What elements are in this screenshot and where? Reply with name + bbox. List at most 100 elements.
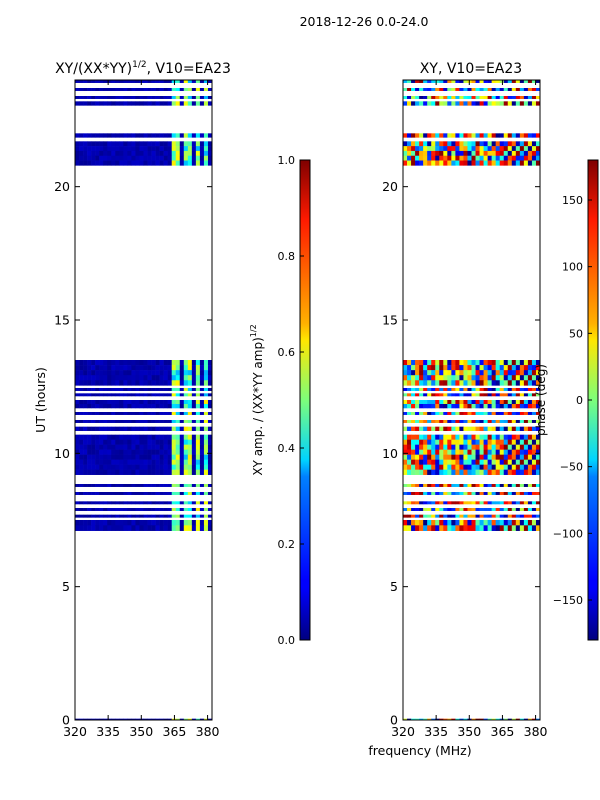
heatmap-cell bbox=[487, 365, 492, 371]
heatmap-cell bbox=[159, 160, 164, 166]
heatmap-cell bbox=[535, 150, 541, 157]
heatmap-cell bbox=[435, 370, 440, 376]
heatmap-cell bbox=[459, 434, 464, 440]
heatmap-cell bbox=[87, 388, 92, 391]
heatmap-cell bbox=[115, 133, 120, 138]
heatmap-cell bbox=[183, 412, 189, 415]
heatmap-cell bbox=[411, 525, 416, 531]
heatmap-cell bbox=[419, 388, 424, 391]
heatmap-cell bbox=[455, 492, 460, 495]
heatmap-cell bbox=[431, 404, 436, 409]
heatmap-cell bbox=[163, 141, 168, 147]
heatmap-cell bbox=[179, 484, 185, 487]
heatmap-cell bbox=[499, 412, 505, 415]
heatmap-cell bbox=[123, 160, 128, 166]
heatmap-cell bbox=[143, 375, 148, 381]
heatmap-cell bbox=[75, 420, 80, 423]
heatmap-cell bbox=[207, 426, 213, 431]
heatmap-cell bbox=[535, 464, 541, 470]
heatmap-cell bbox=[451, 449, 456, 455]
heatmap-cell bbox=[131, 501, 136, 505]
heatmap-cell bbox=[167, 454, 173, 460]
y-tick-label: 0 bbox=[390, 713, 398, 728]
heatmap-cell bbox=[123, 96, 128, 99]
heatmap-cell bbox=[527, 370, 533, 376]
heatmap-cell bbox=[131, 380, 136, 386]
heatmap-cell bbox=[515, 380, 521, 386]
heatmap-cell bbox=[507, 464, 513, 470]
heatmap-cell bbox=[403, 412, 408, 415]
heatmap-cell bbox=[523, 420, 529, 423]
heatmap-cell bbox=[515, 375, 521, 381]
heatmap-cell bbox=[419, 160, 424, 166]
heatmap-cell bbox=[443, 141, 448, 147]
heatmap-cell bbox=[503, 464, 509, 470]
heatmap-cell bbox=[495, 96, 501, 99]
heatmap-cell bbox=[471, 146, 476, 152]
heatmap-cell bbox=[411, 360, 416, 366]
heatmap-cell bbox=[91, 464, 96, 470]
heatmap-cell bbox=[439, 88, 444, 91]
heatmap-cell bbox=[467, 370, 472, 376]
heatmap-cell bbox=[191, 434, 197, 440]
heatmap-cell bbox=[143, 469, 148, 475]
heatmap-cell bbox=[459, 449, 464, 455]
heatmap-cell bbox=[187, 146, 193, 152]
heatmap-cell bbox=[87, 370, 92, 376]
heatmap-cell bbox=[511, 404, 517, 409]
heatmap-cell bbox=[479, 365, 484, 371]
heatmap-cell bbox=[75, 96, 80, 99]
heatmap-cell bbox=[507, 370, 513, 376]
heatmap-cell bbox=[499, 375, 505, 381]
heatmap-cell bbox=[167, 150, 173, 157]
heatmap-cell bbox=[135, 514, 140, 518]
heatmap-cell bbox=[475, 412, 480, 415]
heatmap-cell bbox=[415, 501, 420, 505]
heatmap-cell bbox=[207, 365, 213, 371]
heatmap-cell bbox=[483, 525, 488, 531]
heatmap-cell bbox=[531, 449, 537, 455]
heatmap-cell bbox=[443, 420, 448, 423]
heatmap-cell bbox=[167, 501, 173, 505]
heatmap-cell bbox=[79, 484, 84, 487]
heatmap-cell bbox=[195, 155, 201, 161]
heatmap-cell bbox=[435, 514, 440, 518]
heatmap-cell bbox=[487, 412, 492, 415]
heatmap-cell bbox=[79, 501, 84, 505]
heatmap-cell bbox=[411, 393, 416, 397]
heatmap-cell bbox=[411, 375, 416, 381]
heatmap-cell bbox=[455, 718, 460, 721]
heatmap-cell bbox=[535, 375, 541, 381]
heatmap-cell bbox=[519, 133, 525, 138]
heatmap-cell bbox=[119, 393, 124, 397]
heatmap-cell bbox=[123, 492, 128, 495]
heatmap-cell bbox=[199, 412, 205, 415]
heatmap-cell bbox=[159, 388, 164, 391]
heatmap-cell bbox=[439, 150, 444, 157]
heatmap-cell bbox=[511, 146, 517, 152]
heatmap-cell bbox=[439, 434, 444, 440]
heatmap-cell bbox=[467, 439, 472, 445]
heatmap-cell bbox=[463, 370, 468, 376]
heatmap-cell bbox=[203, 96, 209, 99]
heatmap-cell bbox=[535, 420, 541, 423]
heatmap-cell bbox=[139, 501, 144, 505]
heatmap-cell bbox=[79, 464, 84, 470]
heatmap-cell bbox=[471, 412, 476, 415]
heatmap-cell bbox=[83, 449, 88, 455]
heatmap-cell bbox=[75, 501, 80, 505]
heatmap-cell bbox=[491, 160, 496, 166]
heatmap-cell bbox=[491, 718, 496, 721]
heatmap-cell bbox=[459, 514, 464, 518]
heatmap-cell bbox=[491, 444, 496, 450]
heatmap-cell bbox=[511, 454, 517, 460]
heatmap-cell bbox=[183, 400, 189, 405]
heatmap-cell bbox=[171, 101, 177, 106]
heatmap-cell bbox=[163, 434, 168, 440]
heatmap-cell bbox=[131, 150, 136, 157]
heatmap-cell bbox=[131, 439, 136, 445]
heatmap-cell bbox=[155, 501, 160, 505]
heatmap-cell bbox=[407, 439, 412, 445]
heatmap-cell bbox=[531, 444, 537, 450]
